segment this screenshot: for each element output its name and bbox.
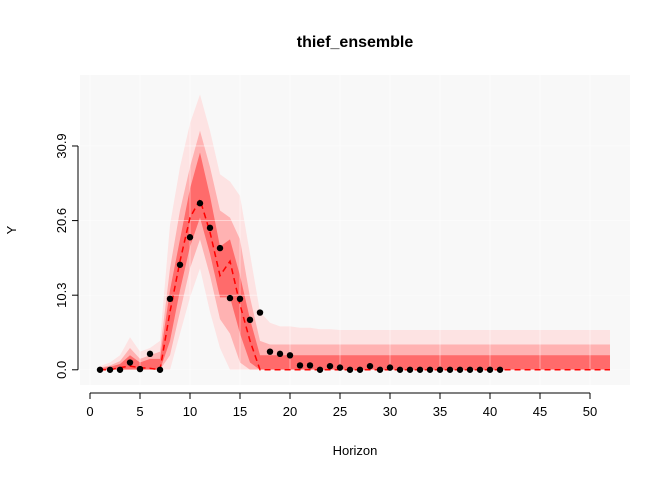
actual-point <box>446 366 454 373</box>
actual-point <box>316 366 324 373</box>
y-tick-label: 10.3 <box>54 283 69 308</box>
forecast-line <box>100 197 610 371</box>
actual-point <box>306 362 314 369</box>
actual-point <box>206 224 214 232</box>
actual-point <box>286 352 294 359</box>
actual-point <box>196 200 204 207</box>
actual-point <box>366 362 374 370</box>
actual-point <box>496 366 504 373</box>
actual-point <box>486 366 494 373</box>
actual-point <box>186 234 194 241</box>
actual-point <box>386 364 394 371</box>
x-tick-label: 30 <box>383 404 397 419</box>
actual-point <box>326 362 334 370</box>
actual-point <box>396 366 404 373</box>
chart-title: thief_ensemble <box>297 34 414 51</box>
actual-point <box>266 348 274 355</box>
actual-point <box>236 295 244 303</box>
x-tick-label: 5 <box>136 404 143 419</box>
actual-point <box>226 294 234 302</box>
x-tick-label: 15 <box>233 404 247 419</box>
actual-point <box>256 309 264 316</box>
actual-point <box>346 366 354 373</box>
actual-point <box>216 244 224 252</box>
actual-point <box>166 295 174 303</box>
actual-point <box>146 350 154 358</box>
actual-point <box>336 364 344 371</box>
actual-point <box>476 366 484 373</box>
actual-point <box>276 350 284 358</box>
actual-point <box>136 365 144 373</box>
y-tick-label: 0.0 <box>54 361 69 379</box>
actual-point <box>126 359 134 366</box>
x-tick-label: 40 <box>483 404 497 419</box>
actual-point <box>106 366 114 373</box>
actual-point <box>456 366 464 373</box>
actual-point <box>116 366 124 373</box>
actual-point <box>416 366 424 373</box>
x-tick-label: 50 <box>583 404 597 419</box>
x-tick-label: 35 <box>433 404 447 419</box>
x-axis-label: Horizon <box>333 443 378 458</box>
actual-point <box>436 366 444 373</box>
x-tick-label: 20 <box>283 404 297 419</box>
interval-band <box>100 130 610 370</box>
x-tick-label: 25 <box>333 404 347 419</box>
actual-point <box>176 261 184 268</box>
actual-point <box>156 366 164 373</box>
actual-point <box>376 366 384 373</box>
actual-point <box>466 366 474 373</box>
x-tick-label: 0 <box>86 404 93 419</box>
actual-point <box>356 366 364 373</box>
actual-point <box>426 366 434 373</box>
actual-point <box>296 362 304 369</box>
y-tick-label: 30.9 <box>54 133 69 158</box>
actual-point <box>246 316 254 324</box>
actual-point <box>96 366 104 373</box>
x-tick-label: 10 <box>183 404 197 419</box>
actual-point <box>406 366 414 373</box>
x-tick-label: 45 <box>533 404 547 419</box>
y-axis-label: Y <box>4 225 19 234</box>
y-tick-label: 20.6 <box>54 208 69 233</box>
